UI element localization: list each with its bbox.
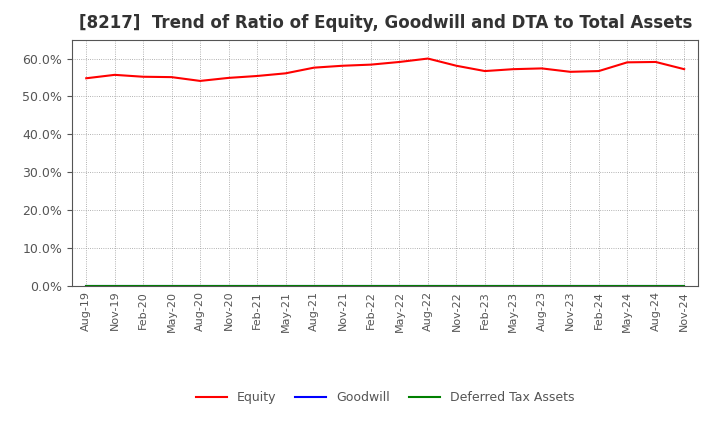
Goodwill (253, 283, 261, 289)
Equity (310, 65, 318, 70)
Deferred Tax Assets (366, 283, 375, 289)
Deferred Tax Assets (595, 283, 603, 289)
Goodwill (225, 283, 233, 289)
Goodwill (366, 283, 375, 289)
Equity (225, 75, 233, 81)
Equity (139, 74, 148, 79)
Goodwill (509, 283, 518, 289)
Goodwill (566, 283, 575, 289)
Equity (338, 63, 347, 68)
Equity (423, 56, 432, 61)
Goodwill (110, 283, 119, 289)
Deferred Tax Assets (139, 283, 148, 289)
Deferred Tax Assets (82, 283, 91, 289)
Goodwill (82, 283, 91, 289)
Deferred Tax Assets (253, 283, 261, 289)
Goodwill (595, 283, 603, 289)
Equity (566, 69, 575, 74)
Deferred Tax Assets (680, 283, 688, 289)
Equity (537, 66, 546, 71)
Deferred Tax Assets (167, 283, 176, 289)
Equity (366, 62, 375, 67)
Equity (595, 69, 603, 74)
Deferred Tax Assets (225, 283, 233, 289)
Equity (480, 69, 489, 74)
Legend: Equity, Goodwill, Deferred Tax Assets: Equity, Goodwill, Deferred Tax Assets (191, 386, 580, 409)
Deferred Tax Assets (196, 283, 204, 289)
Goodwill (652, 283, 660, 289)
Goodwill (310, 283, 318, 289)
Deferred Tax Assets (282, 283, 290, 289)
Goodwill (537, 283, 546, 289)
Goodwill (480, 283, 489, 289)
Deferred Tax Assets (110, 283, 119, 289)
Deferred Tax Assets (623, 283, 631, 289)
Equity (110, 72, 119, 77)
Goodwill (623, 283, 631, 289)
Goodwill (423, 283, 432, 289)
Equity (452, 63, 461, 68)
Deferred Tax Assets (480, 283, 489, 289)
Deferred Tax Assets (509, 283, 518, 289)
Equity (196, 78, 204, 84)
Deferred Tax Assets (395, 283, 404, 289)
Deferred Tax Assets (652, 283, 660, 289)
Deferred Tax Assets (310, 283, 318, 289)
Goodwill (196, 283, 204, 289)
Deferred Tax Assets (566, 283, 575, 289)
Goodwill (680, 283, 688, 289)
Deferred Tax Assets (338, 283, 347, 289)
Line: Equity: Equity (86, 59, 684, 81)
Goodwill (395, 283, 404, 289)
Goodwill (282, 283, 290, 289)
Goodwill (167, 283, 176, 289)
Goodwill (139, 283, 148, 289)
Goodwill (338, 283, 347, 289)
Deferred Tax Assets (452, 283, 461, 289)
Title: [8217]  Trend of Ratio of Equity, Goodwill and DTA to Total Assets: [8217] Trend of Ratio of Equity, Goodwil… (78, 15, 692, 33)
Equity (509, 66, 518, 72)
Deferred Tax Assets (423, 283, 432, 289)
Equity (652, 59, 660, 65)
Equity (680, 66, 688, 72)
Equity (282, 71, 290, 76)
Equity (82, 76, 91, 81)
Equity (253, 73, 261, 79)
Deferred Tax Assets (537, 283, 546, 289)
Equity (623, 60, 631, 65)
Equity (395, 59, 404, 65)
Equity (167, 74, 176, 80)
Goodwill (452, 283, 461, 289)
